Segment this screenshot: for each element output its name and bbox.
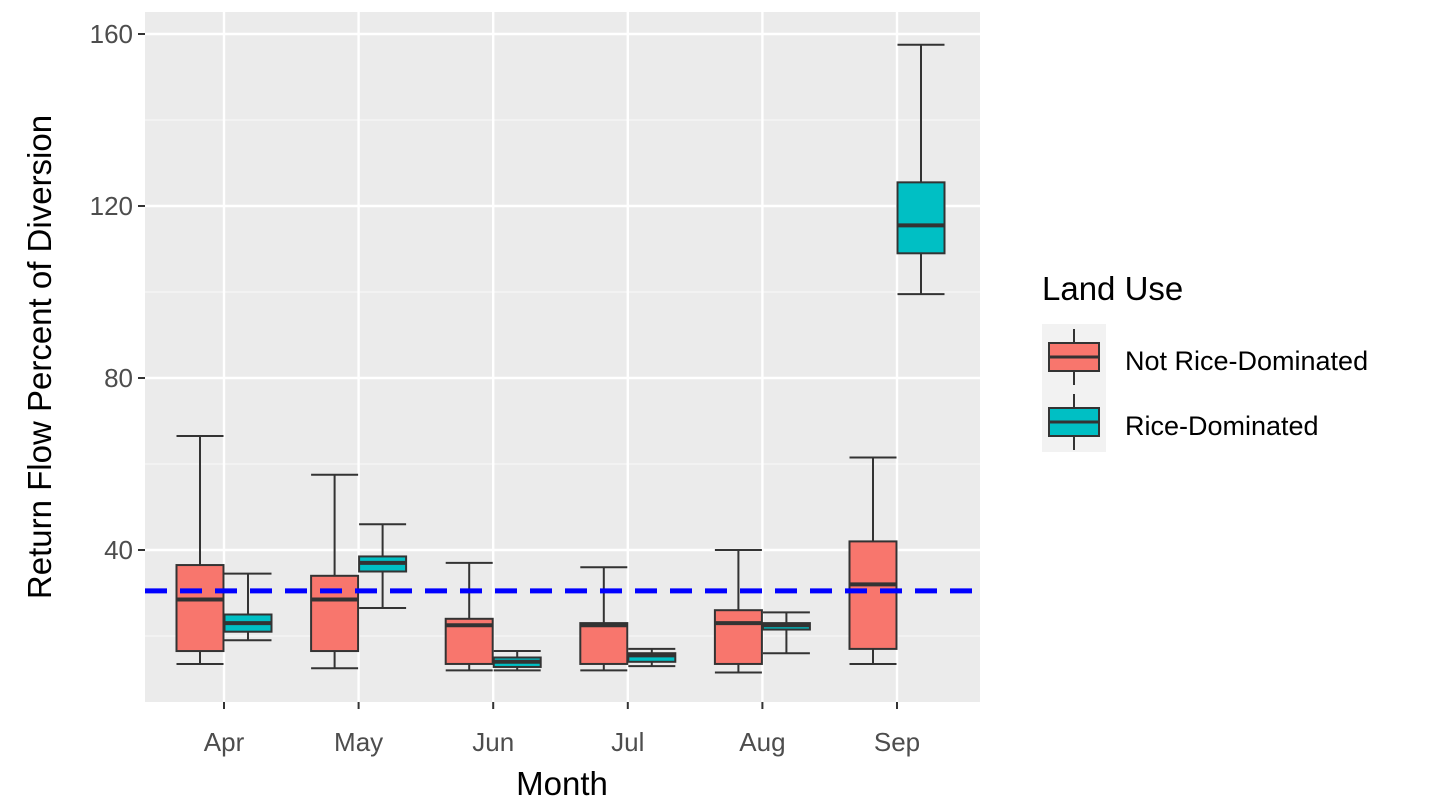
legend-key-rice-dominated bbox=[1048, 394, 1100, 450]
box-iqr bbox=[713, 609, 763, 665]
y-tick-label: 80 bbox=[104, 363, 133, 393]
box-not-rice-dominated-jul bbox=[579, 566, 629, 672]
legend-title: Land Use bbox=[1042, 270, 1183, 307]
y-tick-label: 160 bbox=[90, 19, 133, 49]
box-rice-dominated-aug bbox=[761, 611, 811, 655]
box-rice-dominated-jun bbox=[492, 650, 542, 672]
x-tick-label: Apr bbox=[204, 727, 245, 757]
box-rice-dominated-apr bbox=[223, 572, 273, 642]
box-iqr bbox=[310, 574, 360, 653]
y-axis: 40 80 120 160 bbox=[90, 19, 145, 565]
box-iqr bbox=[627, 652, 677, 663]
box-not-rice-dominated-may bbox=[310, 473, 360, 670]
box-not-rice-dominated-aug bbox=[713, 549, 763, 674]
x-tick-label: May bbox=[334, 727, 383, 757]
y-tick-label: 40 bbox=[104, 535, 133, 565]
y-tick-label: 120 bbox=[90, 191, 133, 221]
box-rice-dominated-jul bbox=[627, 647, 677, 668]
box-iqr bbox=[175, 564, 225, 653]
x-axis: Apr May Jun Jul Aug Sep bbox=[204, 702, 920, 757]
box-rice-dominated-may bbox=[358, 523, 408, 610]
legend: Land Use Not Rice-Dominated Rice-Dominat… bbox=[1042, 270, 1368, 452]
legend-label-not-rice-dominated: Not Rice-Dominated bbox=[1125, 346, 1368, 376]
legend-keys bbox=[1048, 329, 1100, 450]
x-axis-title: Month bbox=[516, 765, 608, 802]
legend-label-rice-dominated: Rice-Dominated bbox=[1125, 411, 1319, 441]
x-tick-label: Sep bbox=[874, 727, 920, 757]
x-tick-label: Jun bbox=[472, 727, 514, 757]
box-not-rice-dominated-jun bbox=[444, 561, 494, 672]
box-rice-dominated-sep bbox=[896, 43, 946, 296]
x-tick-label: Jul bbox=[611, 727, 644, 757]
x-tick-label: Aug bbox=[739, 727, 785, 757]
box-iqr bbox=[579, 622, 629, 665]
box-iqr bbox=[848, 540, 898, 650]
box-not-rice-dominated-apr bbox=[175, 435, 225, 665]
box-not-rice-dominated-sep bbox=[848, 456, 898, 665]
minor-gridlines bbox=[145, 119, 980, 637]
box-iqr bbox=[896, 181, 946, 255]
legend-key-not-rice-dominated bbox=[1048, 329, 1100, 385]
box-series bbox=[175, 43, 946, 674]
y-axis-title: Return Flow Percent of Diversion bbox=[21, 115, 58, 599]
plot-panel bbox=[145, 12, 980, 702]
